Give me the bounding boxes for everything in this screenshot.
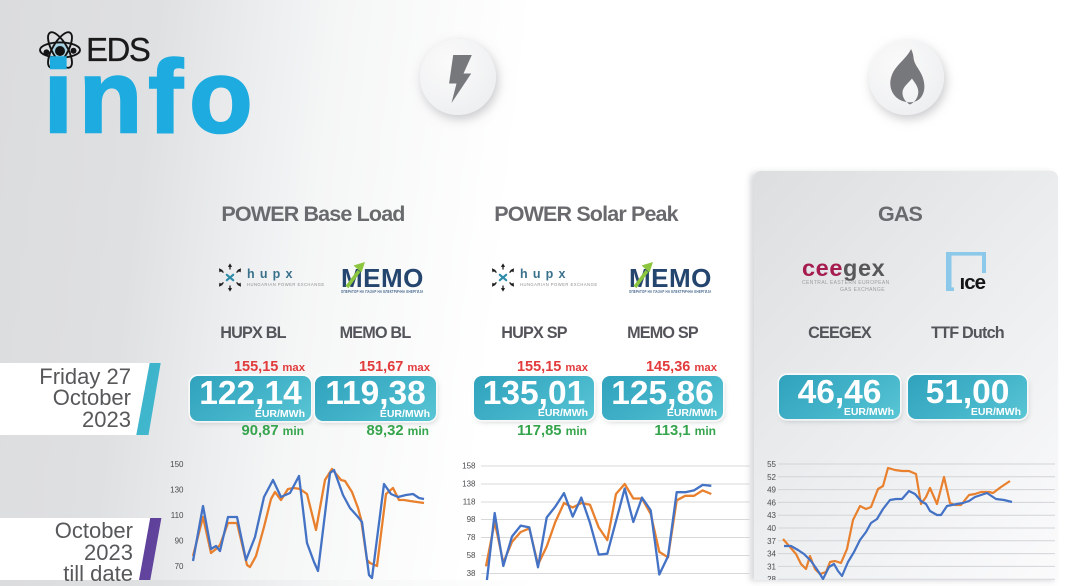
svg-text:118: 118 bbox=[463, 498, 476, 507]
svg-text:90: 90 bbox=[175, 537, 184, 546]
svg-text:40: 40 bbox=[767, 524, 776, 533]
svg-text:52: 52 bbox=[767, 473, 776, 482]
svg-text:43: 43 bbox=[767, 511, 776, 520]
svg-text:55: 55 bbox=[767, 460, 776, 469]
svg-text:98: 98 bbox=[467, 515, 476, 524]
svg-text:37: 37 bbox=[767, 537, 776, 546]
svg-text:31: 31 bbox=[767, 562, 776, 571]
svg-text:34: 34 bbox=[767, 550, 776, 559]
svg-text:38: 38 bbox=[467, 569, 476, 578]
svg-text:150: 150 bbox=[170, 460, 184, 469]
svg-text:58: 58 bbox=[467, 551, 476, 560]
svg-text:138: 138 bbox=[462, 480, 476, 489]
svg-text:46: 46 bbox=[767, 498, 776, 507]
svg-text:49: 49 bbox=[767, 486, 776, 495]
svg-text:70: 70 bbox=[175, 562, 184, 571]
svg-text:130: 130 bbox=[170, 486, 184, 495]
svg-text:110: 110 bbox=[171, 511, 184, 520]
svg-text:158: 158 bbox=[462, 462, 476, 471]
svg-text:78: 78 bbox=[467, 533, 476, 542]
svg-text:28: 28 bbox=[767, 575, 776, 580]
